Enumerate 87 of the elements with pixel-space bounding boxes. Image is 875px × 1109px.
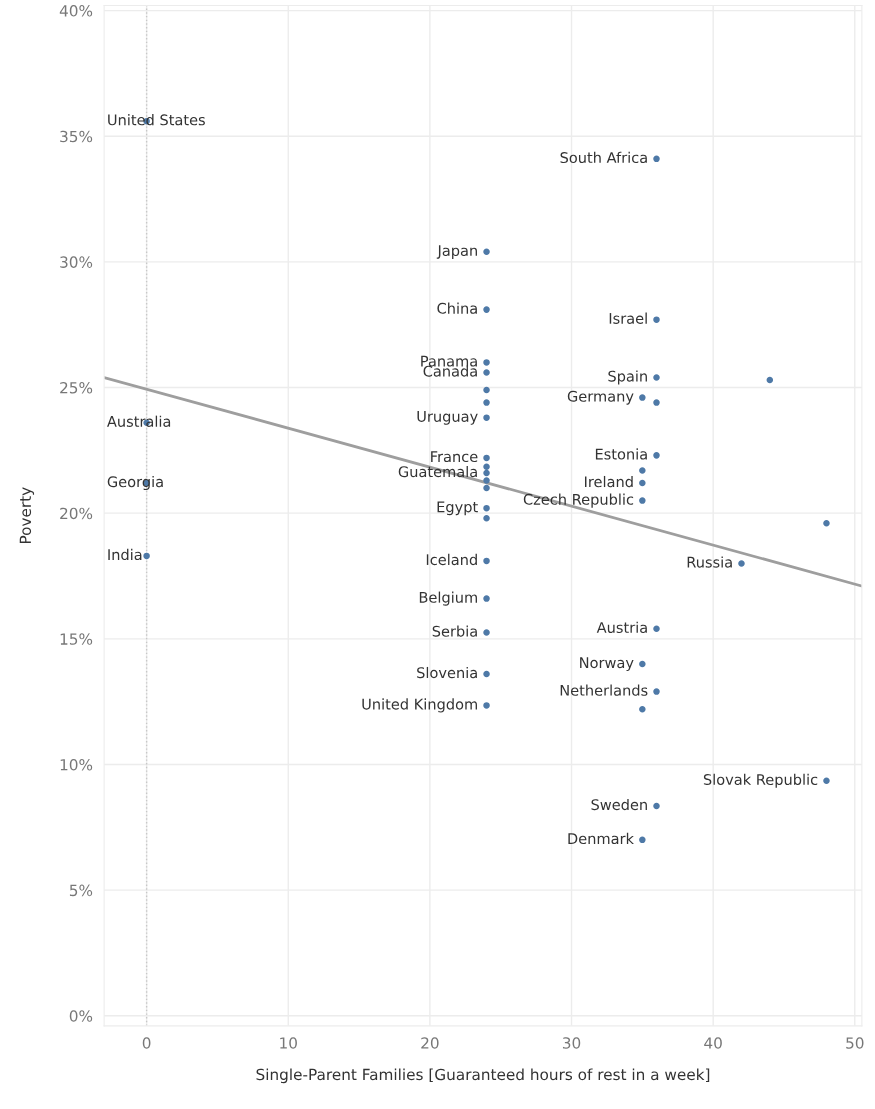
annotation: Slovenia <box>417 666 477 679</box>
annotation: Norway <box>580 657 634 672</box>
point <box>639 467 646 474</box>
point <box>653 688 660 695</box>
annotation: Australia <box>107 415 171 427</box>
x-tick-label: 10 <box>280 1037 297 1049</box>
point <box>823 519 830 527</box>
point <box>639 660 646 668</box>
point <box>483 306 490 313</box>
annotation: Canada <box>423 365 477 377</box>
annotation: Estonia <box>595 448 647 460</box>
y-tick-label: 40% <box>59 5 93 17</box>
point <box>639 479 646 487</box>
x-tick-label: 0 <box>142 1037 151 1049</box>
point <box>483 454 490 462</box>
point <box>483 629 490 636</box>
point <box>483 399 490 406</box>
annotation: Austria <box>596 621 647 633</box>
annotation: France <box>431 451 478 463</box>
annotation: Spain <box>608 370 647 385</box>
annotation: China <box>437 302 477 314</box>
annotation: Serbia <box>432 625 477 637</box>
annotation: Sweden <box>591 798 647 811</box>
annotation: United States <box>108 114 205 126</box>
point <box>483 514 490 522</box>
y-tick-label: 20% <box>60 507 93 520</box>
annotation: Netherlands <box>560 684 648 696</box>
x-axis-title: Single-Parent Families [Guaranteed hours of rest in a week] <box>256 1068 710 1084</box>
point <box>823 777 830 785</box>
annotation: Uruguay <box>417 411 478 425</box>
point <box>639 705 646 713</box>
annotation: Iceland <box>426 553 477 566</box>
point <box>483 477 490 484</box>
point <box>653 374 660 381</box>
point <box>143 552 150 560</box>
annotation: Guatemala <box>398 465 477 478</box>
point <box>483 670 490 678</box>
point <box>738 560 745 567</box>
point <box>483 557 490 565</box>
point <box>766 376 774 384</box>
annotation: Ireland <box>585 475 633 488</box>
annotation: Israel <box>609 312 647 324</box>
point <box>483 469 490 477</box>
annotation: Belgium <box>419 591 477 606</box>
annotation: Czech Republic <box>523 493 634 508</box>
point <box>653 155 660 163</box>
annotation: United Kingdom <box>362 698 477 713</box>
x-tick-label: 40 <box>704 1037 722 1049</box>
annotation: Japan <box>436 245 477 259</box>
annotation: India <box>108 548 142 561</box>
point <box>653 625 660 633</box>
point <box>483 248 490 256</box>
point <box>483 463 490 470</box>
x-tick-label: 50 <box>846 1037 864 1049</box>
point <box>653 399 660 406</box>
annotation: Denmark <box>568 832 634 845</box>
annotation: Georgia <box>107 475 163 491</box>
annotation: South Africa <box>560 151 647 164</box>
y-tick-label: 5% <box>69 884 93 897</box>
annotation: Germany <box>567 390 634 405</box>
point <box>483 414 490 421</box>
point <box>653 316 660 323</box>
x-tick-label: 20 <box>421 1037 439 1049</box>
x-tick-label: 30 <box>562 1037 581 1049</box>
point <box>653 452 660 459</box>
point <box>483 702 490 709</box>
y-tick-label: 0% <box>69 1010 93 1022</box>
point <box>483 595 490 602</box>
point <box>483 386 490 394</box>
point <box>483 369 490 376</box>
point <box>639 836 646 844</box>
point <box>653 802 660 810</box>
annotation: Egypt <box>437 501 478 516</box>
annotation: Russia <box>687 556 732 568</box>
y-axis-title: Poverty <box>19 487 35 544</box>
point <box>483 504 490 512</box>
annotation: Panama <box>421 355 477 367</box>
y-tick-label: 30% <box>60 256 93 268</box>
point <box>639 394 646 401</box>
point <box>483 359 490 366</box>
point <box>483 484 490 492</box>
y-tick-label: 35% <box>60 130 93 143</box>
y-tick-label: 25% <box>60 381 93 394</box>
y-tick-label: 15% <box>60 633 93 645</box>
y-tick-label: 10% <box>60 758 93 771</box>
annotation: Slovak Republic <box>703 773 818 788</box>
point <box>639 497 646 504</box>
